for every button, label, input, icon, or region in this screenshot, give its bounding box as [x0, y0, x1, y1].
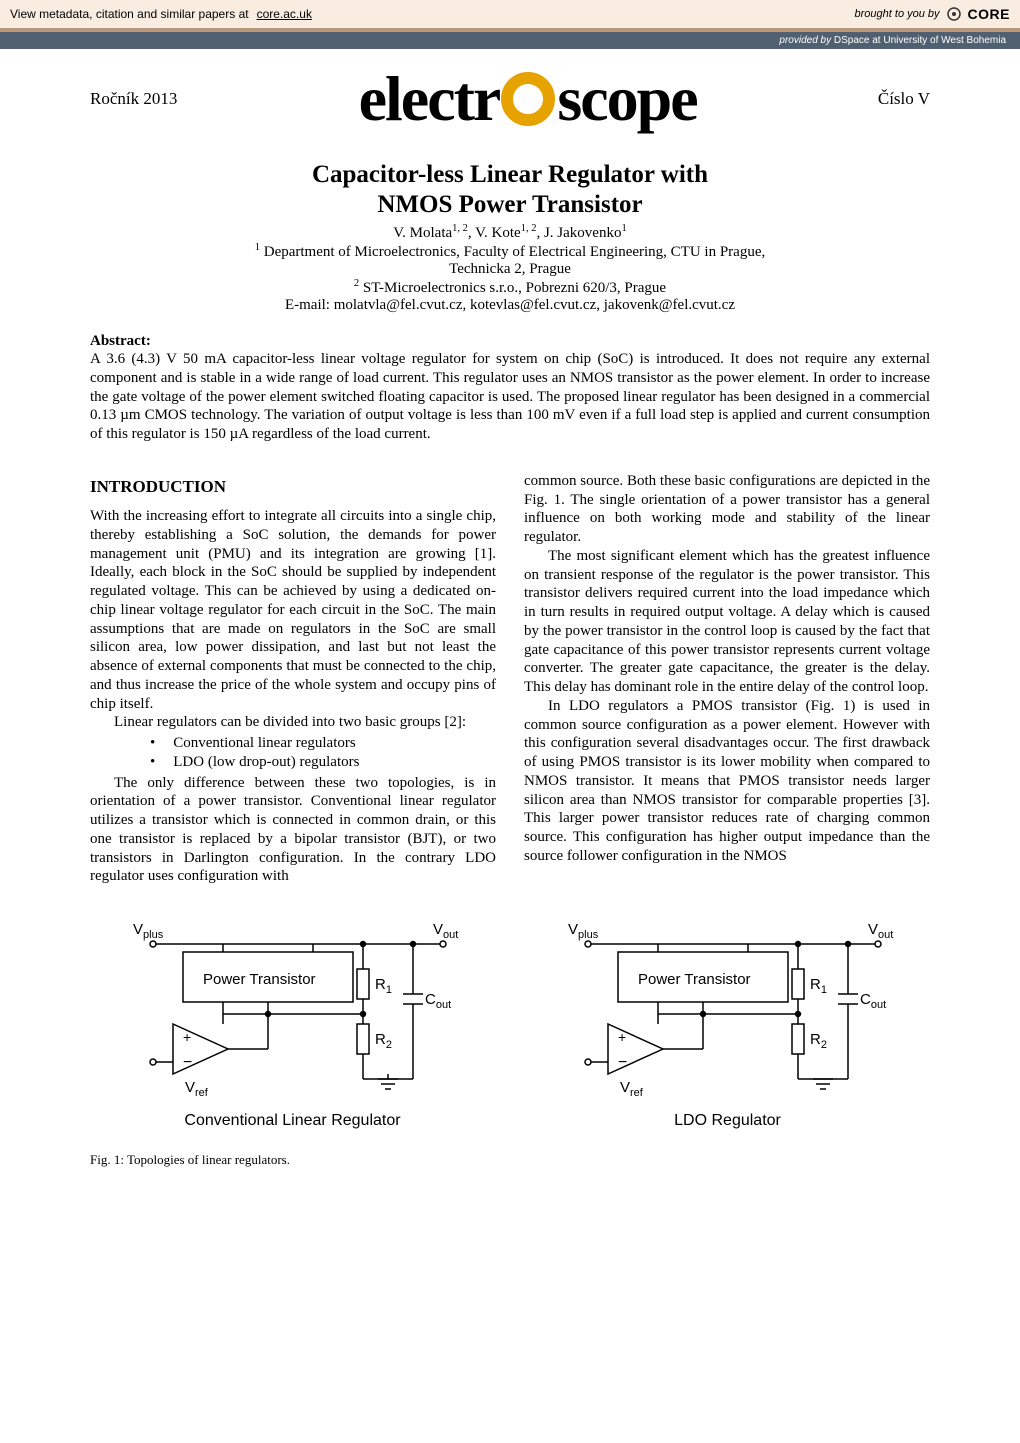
abstract-block: Abstract: [90, 332, 930, 350]
left-column: INTRODUCTION With the increasing effort … [90, 472, 496, 886]
svg-text:+: + [618, 1029, 626, 1045]
body-columns: INTRODUCTION With the increasing effort … [90, 472, 930, 886]
author1: V. Molata [393, 225, 452, 241]
fig-ldo: + − [548, 914, 908, 1130]
core-left: View metadata, citation and similar pape… [10, 7, 312, 21]
affiliation2: 2 ST-Microelectronics s.r.o., Pobrezni 6… [90, 278, 930, 297]
author3: , J. Jakovenko [536, 225, 621, 241]
author1-sup: 1, 2 [452, 223, 468, 234]
list-item-conventional: Conventional linear regulators [150, 734, 496, 753]
list-item-ldo: LDO (low drop-out) regulators [150, 753, 496, 772]
svg-text:R2: R2 [375, 1031, 392, 1051]
author2-sup: 1, 2 [521, 223, 537, 234]
core-icon [946, 6, 962, 22]
svg-text:Vplus: Vplus [133, 921, 164, 941]
svg-text:−: − [618, 1054, 627, 1071]
journal-header: Ročník 2013 electr scope Číslo V [90, 67, 930, 131]
svg-text:Power Transistor: Power Transistor [638, 971, 751, 988]
provided-by-source: DSpace at University of West Bohemia [834, 35, 1006, 46]
fig-conventional-caption: Conventional Linear Regulator [113, 1112, 473, 1130]
author3-sup: 1 [621, 223, 626, 234]
svg-text:Vref: Vref [620, 1079, 644, 1099]
paper-title-line1: Capacitor-less Linear Regulator with [90, 161, 930, 189]
fig-conventional: + − [113, 914, 473, 1130]
svg-text:R1: R1 [375, 976, 392, 996]
intro-heading: INTRODUCTION [90, 476, 496, 497]
conventional-regulator-diagram: + − [113, 914, 473, 1104]
figure-1: + − [90, 914, 930, 1130]
author2: , V. Kote [468, 225, 521, 241]
core-metadata-bar: View metadata, citation and similar pape… [0, 0, 1020, 32]
svg-text:R1: R1 [810, 976, 827, 996]
right-p3: In LDO regulators a PMOS transistor (Fig… [524, 697, 930, 866]
regulator-types-list: Conventional linear regulators LDO (low … [150, 734, 496, 772]
core-right: brought to you by CORE [855, 6, 1010, 22]
svg-text:Cout: Cout [860, 991, 886, 1011]
right-column: common source. Both these basic configur… [524, 472, 930, 886]
affil1-text: Department of Microelectronics, Faculty … [260, 244, 765, 260]
right-p1: common source. Both these basic configur… [524, 472, 930, 547]
svg-text:Vplus: Vplus [568, 921, 599, 941]
ldo-regulator-diagram: + − [548, 914, 908, 1104]
authors-line: V. Molata1, 2, V. Kote1, 2, J. Jakovenko… [90, 223, 930, 242]
affil2-text: ST-Microelectronics s.r.o., Pobrezni 620… [359, 280, 666, 296]
fig-ldo-caption: LDO Regulator [548, 1112, 908, 1130]
svg-text:Power Transistor: Power Transistor [203, 971, 316, 988]
journal-logo: electr scope [359, 67, 697, 131]
left-p3: The only difference between these two to… [90, 774, 496, 887]
svg-text:R2: R2 [810, 1031, 827, 1051]
svg-text:Vout: Vout [433, 921, 458, 941]
brought-by-text: brought to you by [855, 8, 940, 20]
logo-text-right: scope [557, 67, 696, 131]
figure-1-caption: Fig. 1: Topologies of linear regulators. [90, 1152, 930, 1168]
logo-o-icon [501, 72, 555, 126]
affiliation1: 1 Department of Microelectronics, Facult… [90, 242, 930, 261]
logo-text-left: electr [359, 67, 500, 131]
issue-label: Číslo V [878, 89, 930, 109]
paper-title-line2: NMOS Power Transistor [90, 191, 930, 219]
abstract-label: Abstract: [90, 333, 151, 349]
right-p2: The most significant element which has t… [524, 547, 930, 697]
core-link[interactable]: core.ac.uk [257, 7, 312, 21]
provided-by-bar: provided by DSpace at University of West… [0, 32, 1020, 49]
abstract-text: A 3.6 (4.3) V 50 mA capacitor-less linea… [90, 350, 930, 444]
left-p1: With the increasing effort to integrate … [90, 507, 496, 713]
svg-text:+: + [183, 1029, 191, 1045]
core-logo-text: CORE [968, 6, 1010, 22]
svg-text:Cout: Cout [425, 991, 451, 1011]
provided-by-label: provided by [779, 35, 831, 46]
svg-text:−: − [183, 1054, 192, 1071]
left-p2: Linear regulators can be divided into tw… [90, 713, 496, 732]
author-emails: E-mail: molatvla@fel.cvut.cz, kotevlas@f… [90, 297, 930, 314]
year-label: Ročník 2013 [90, 89, 177, 109]
page-content: Ročník 2013 electr scope Číslo V Capacit… [0, 49, 1020, 1198]
core-left-text: View metadata, citation and similar pape… [10, 7, 249, 21]
svg-text:Vout: Vout [868, 921, 893, 941]
affiliation1b: Technicka 2, Prague [90, 261, 930, 278]
svg-text:Vref: Vref [185, 1079, 209, 1099]
